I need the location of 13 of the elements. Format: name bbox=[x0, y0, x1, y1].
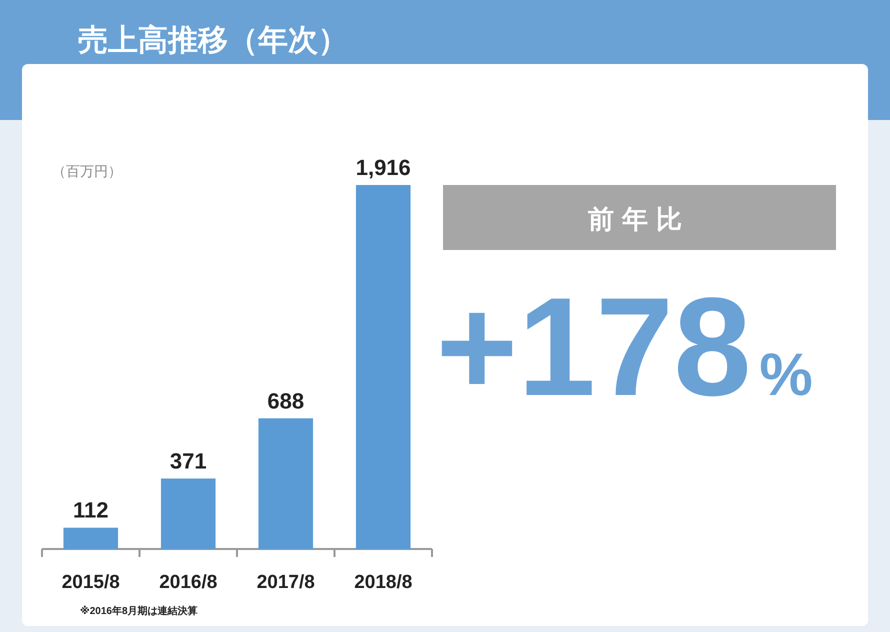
text: 前年比 bbox=[587, 204, 690, 234]
x-tick-label: 2018/8 bbox=[354, 572, 412, 593]
data-label: 688 bbox=[267, 388, 304, 414]
data-label: 371 bbox=[170, 448, 207, 474]
x-tick-label: 2015/8 bbox=[62, 572, 120, 593]
data-label: 1,916 bbox=[356, 155, 411, 180]
chart-title: 売上高推移（年次） bbox=[78, 23, 348, 57]
x-tick-label: 2017/8 bbox=[256, 572, 315, 593]
data-label: 112 bbox=[73, 498, 108, 523]
text: ※2016年8月期は連結決算 bbox=[80, 605, 198, 617]
x-tick-label: 2016/8 bbox=[159, 572, 218, 593]
text: +178% bbox=[436, 268, 813, 425]
y-axis-title: （百万円） bbox=[52, 163, 122, 179]
